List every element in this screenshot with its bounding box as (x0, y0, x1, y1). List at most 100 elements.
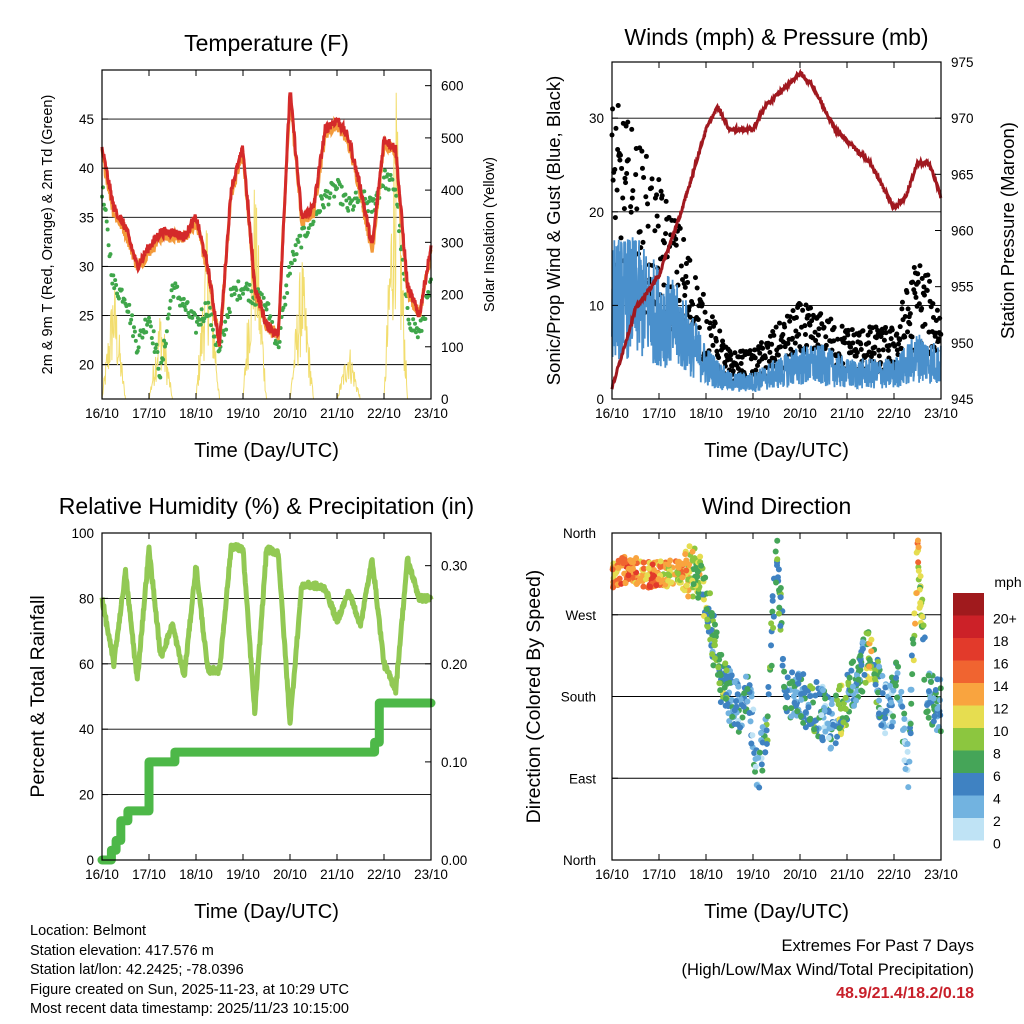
direction-point (868, 648, 875, 655)
direction-point (721, 684, 728, 691)
dewpoint-point (350, 198, 355, 203)
direction-point (734, 691, 741, 698)
gust-point (793, 328, 799, 334)
direction-point (842, 705, 849, 712)
gust-point (678, 263, 684, 269)
dewpoint-point (351, 204, 356, 209)
gust-point (899, 299, 905, 305)
direction-point (625, 565, 632, 572)
recent-timestamp: Most recent data timestamp: 2025/11/23 1… (30, 1001, 349, 1017)
gust-point (924, 288, 930, 294)
dewpoint-point (299, 245, 304, 250)
dewpoint-point (366, 199, 371, 204)
dewpoint-point (340, 202, 345, 207)
dewpoint-point (386, 187, 391, 192)
direction-point (858, 662, 865, 669)
gust-point (694, 285, 700, 291)
wind_direction-y-tick-label: East (569, 771, 596, 786)
temperature-y2-tick-label: 500 (441, 131, 464, 146)
gust-point (614, 187, 620, 193)
colorbar-label: 14 (993, 678, 1009, 694)
dewpoint-point (225, 315, 230, 320)
direction-point (775, 610, 782, 617)
gust-point (919, 275, 925, 281)
gust-point (720, 338, 726, 344)
wind_pressure-y2-tick-label: 975 (951, 55, 974, 70)
direction-point (737, 696, 744, 703)
direction-point (755, 754, 762, 761)
direction-point (832, 740, 839, 747)
direction-point (920, 622, 927, 629)
gust-point (916, 301, 922, 307)
direction-point (741, 690, 748, 697)
dewpoint-point (106, 243, 111, 248)
wind_direction-y-label: Direction (Colored By Speed) (523, 570, 545, 824)
gust-point (687, 257, 693, 263)
direction-point (781, 668, 788, 675)
dewpoint-point (155, 349, 160, 354)
dewpoint-point (128, 321, 133, 326)
gust-point (913, 294, 919, 300)
gust-point (677, 225, 683, 231)
direction-point (934, 676, 941, 683)
direction-point (733, 698, 740, 705)
dewpoint-point (164, 329, 169, 334)
direction-point (717, 672, 724, 679)
direction-point (875, 710, 882, 717)
direction-point (915, 559, 922, 566)
gust-point (848, 344, 854, 350)
extremes-box: Extremes For Past 7 Days (High/Low/Max W… (681, 934, 974, 1006)
gust-point (875, 327, 881, 333)
colorbar-label: 4 (993, 790, 1001, 806)
gust-point (902, 313, 908, 319)
direction-point (910, 657, 917, 664)
dewpoint-point (284, 283, 289, 288)
direction-point (655, 576, 662, 583)
gust-point (758, 340, 764, 346)
direction-point (850, 658, 857, 665)
gust-point (894, 331, 900, 337)
direction-point (795, 680, 802, 687)
dewpoint-point (167, 306, 172, 311)
dewpoint-point (224, 327, 229, 332)
dewpoint-point (281, 305, 286, 310)
colorbar-label: 6 (993, 768, 1001, 784)
gust-point (885, 347, 891, 353)
direction-point (917, 599, 924, 606)
direction-point (758, 761, 765, 768)
dewpoint-point (116, 296, 121, 301)
dewpoint-point (407, 321, 412, 326)
dewpoint-point (302, 225, 307, 230)
direction-point (756, 749, 763, 756)
gust-point (645, 201, 651, 207)
gust-point (845, 327, 851, 333)
direction-point (748, 693, 755, 700)
rh_precip-y-tick-label: 100 (71, 526, 94, 541)
direction-point (729, 713, 736, 720)
direction-point (685, 593, 692, 600)
gust-point (934, 307, 940, 313)
colorbar-swatch (953, 728, 984, 751)
colorbar-swatch (953, 750, 984, 773)
colorbar-label: 12 (993, 700, 1009, 716)
gust-point (629, 195, 635, 201)
gust-point (714, 348, 720, 354)
gust-point (618, 235, 624, 241)
wind-speed-line (611, 237, 942, 393)
direction-point (924, 708, 931, 715)
direction-point (840, 719, 847, 726)
dewpoint-point (245, 287, 250, 292)
direction-point (887, 682, 894, 689)
dewpoint-point (382, 168, 387, 173)
dewpoint-point (287, 265, 292, 270)
gust-point (681, 236, 687, 242)
direction-point (645, 565, 652, 572)
direction-point (627, 557, 634, 564)
temperature-y2-tick-label: 0 (441, 392, 449, 407)
dewpoint-point (158, 375, 163, 380)
rh_precip-y-tick-label: 40 (79, 722, 94, 737)
direction-point (835, 701, 842, 708)
rh_precip-y-tick-label: 0 (86, 853, 94, 868)
direction-point (857, 652, 864, 659)
direction-point (853, 697, 860, 704)
